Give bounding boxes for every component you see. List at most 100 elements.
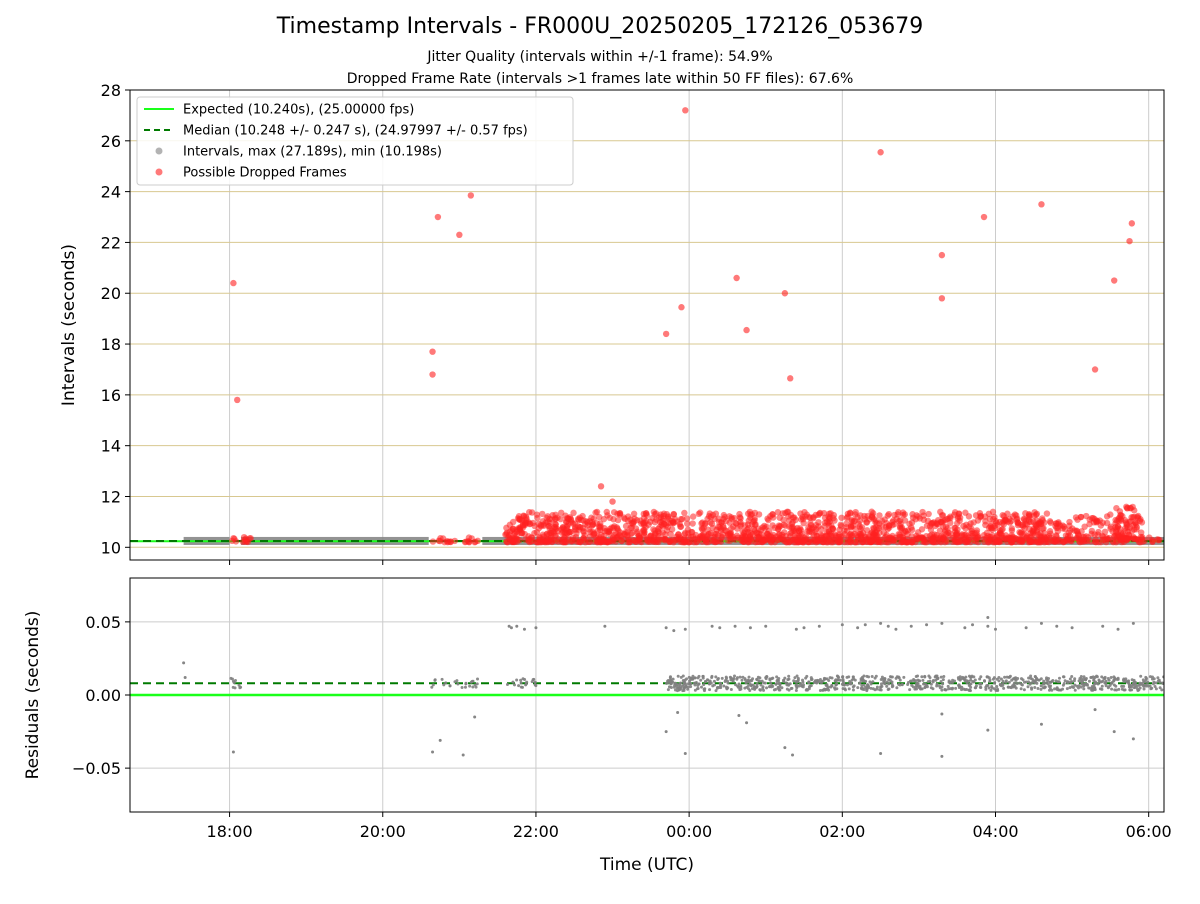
- residual-point: [534, 626, 538, 630]
- residual-point: [1116, 677, 1120, 681]
- dropped-frame-point: [571, 525, 579, 533]
- top-ytick-label: 22: [101, 233, 121, 252]
- residual-point: [862, 674, 866, 678]
- residual-point: [993, 681, 997, 685]
- dropped-frame-point: [670, 510, 677, 518]
- dropped-frame-point: [1128, 220, 1136, 227]
- dropped-frame-point: [711, 530, 719, 538]
- residual-point: [1069, 681, 1073, 685]
- top-ytick-label: 10: [101, 538, 121, 557]
- residual-point: [796, 679, 800, 683]
- residual-point: [715, 686, 719, 690]
- residual-point: [1080, 681, 1084, 685]
- dropped-frame-point: [667, 530, 674, 538]
- dropped-frame-point: [662, 330, 670, 338]
- residual-point: [898, 678, 902, 682]
- dropped-frame-point: [1007, 536, 1014, 544]
- residual-point: [1050, 688, 1054, 692]
- residual-point: [744, 678, 748, 682]
- residual-point: [1045, 678, 1049, 682]
- dropped-frame-point: [883, 531, 890, 539]
- dropped-frame-point: [1110, 538, 1117, 546]
- dropped-frame-point: [655, 514, 663, 521]
- residual-point: [958, 675, 962, 679]
- residual-point: [910, 683, 914, 687]
- dropped-frame-point: [503, 538, 511, 546]
- residual-point: [1087, 679, 1091, 683]
- dropped-frame-point: [796, 533, 804, 540]
- dropped-frame-point: [906, 520, 913, 528]
- residual-point: [1082, 684, 1086, 688]
- dropped-frame-point: [570, 509, 577, 517]
- residual-point: [1023, 680, 1027, 684]
- residual-point: [1151, 682, 1155, 686]
- residual-point: [515, 624, 519, 628]
- dropped-frame-point: [579, 512, 586, 520]
- residual-point: [843, 688, 847, 692]
- residual-point: [448, 684, 452, 688]
- residual-point: [708, 688, 712, 692]
- residual-point: [687, 675, 691, 679]
- residual-point: [230, 677, 234, 681]
- residual-point: [996, 687, 1000, 691]
- legend-entry-label: Possible Dropped Frames: [183, 166, 347, 181]
- residual-point: [740, 678, 744, 682]
- residual-point: [712, 679, 716, 683]
- residual-point: [958, 684, 962, 688]
- dropped-frame-point: [973, 534, 980, 542]
- dropped-frame-point: [1145, 534, 1153, 541]
- residual-point: [747, 679, 751, 683]
- residual-point: [818, 689, 822, 693]
- residual-point: [959, 677, 963, 681]
- dropped-frame-point: [1124, 528, 1132, 535]
- dropped-frame-point: [1046, 528, 1054, 535]
- residual-point: [928, 676, 932, 680]
- residual-point: [963, 678, 967, 682]
- residual-point: [683, 678, 687, 682]
- residual-point: [1156, 676, 1160, 680]
- dropped-frame-point: [230, 279, 237, 287]
- dropped-frame-point: [1008, 525, 1016, 532]
- dropped-frame-point: [829, 525, 836, 532]
- dropped-frame-point: [945, 529, 952, 536]
- residual-point: [764, 677, 768, 681]
- residual-point: [691, 674, 695, 678]
- dropped-frame-point: [968, 525, 975, 532]
- residual-point: [664, 730, 668, 734]
- dropped-frame-point: [552, 511, 559, 519]
- residual-point: [1088, 686, 1092, 690]
- residual-point: [941, 682, 945, 686]
- residual-point: [745, 721, 749, 725]
- residual-point: [1102, 676, 1106, 680]
- residual-point: [1053, 687, 1057, 691]
- residual-point: [433, 678, 437, 682]
- residual-point: [838, 678, 842, 682]
- residual-point: [1100, 680, 1104, 684]
- dropped-frame-point: [645, 521, 652, 528]
- dropped-frame-point: [629, 520, 636, 528]
- top-ytick-label: 12: [101, 487, 121, 506]
- residual-point: [710, 624, 714, 628]
- dropped-frame-point: [1099, 519, 1107, 526]
- residual-point: [914, 674, 918, 678]
- dropped-frame-point: [743, 326, 750, 334]
- dropped-frame-point: [744, 526, 751, 533]
- residual-point: [813, 680, 817, 684]
- dropped-frame-point: [938, 519, 946, 526]
- residual-point: [460, 685, 464, 689]
- dropped-frame-point: [537, 521, 545, 529]
- residual-point: [934, 674, 938, 678]
- dropped-frame-point: [1126, 237, 1133, 245]
- dropped-frame-point: [721, 513, 728, 521]
- dropped-frame-point: [1025, 539, 1032, 546]
- dropped-frame-point: [1123, 503, 1130, 511]
- residual-point: [931, 687, 935, 691]
- residual-point: [1033, 685, 1037, 689]
- dropped-frame-point: [559, 523, 567, 531]
- residual-point: [1039, 684, 1043, 688]
- residual-point: [1077, 684, 1081, 688]
- dropped-frame-point: [807, 535, 815, 543]
- residual-point: [1150, 686, 1154, 690]
- dropped-frame-point: [582, 521, 589, 528]
- residual-point: [986, 624, 990, 628]
